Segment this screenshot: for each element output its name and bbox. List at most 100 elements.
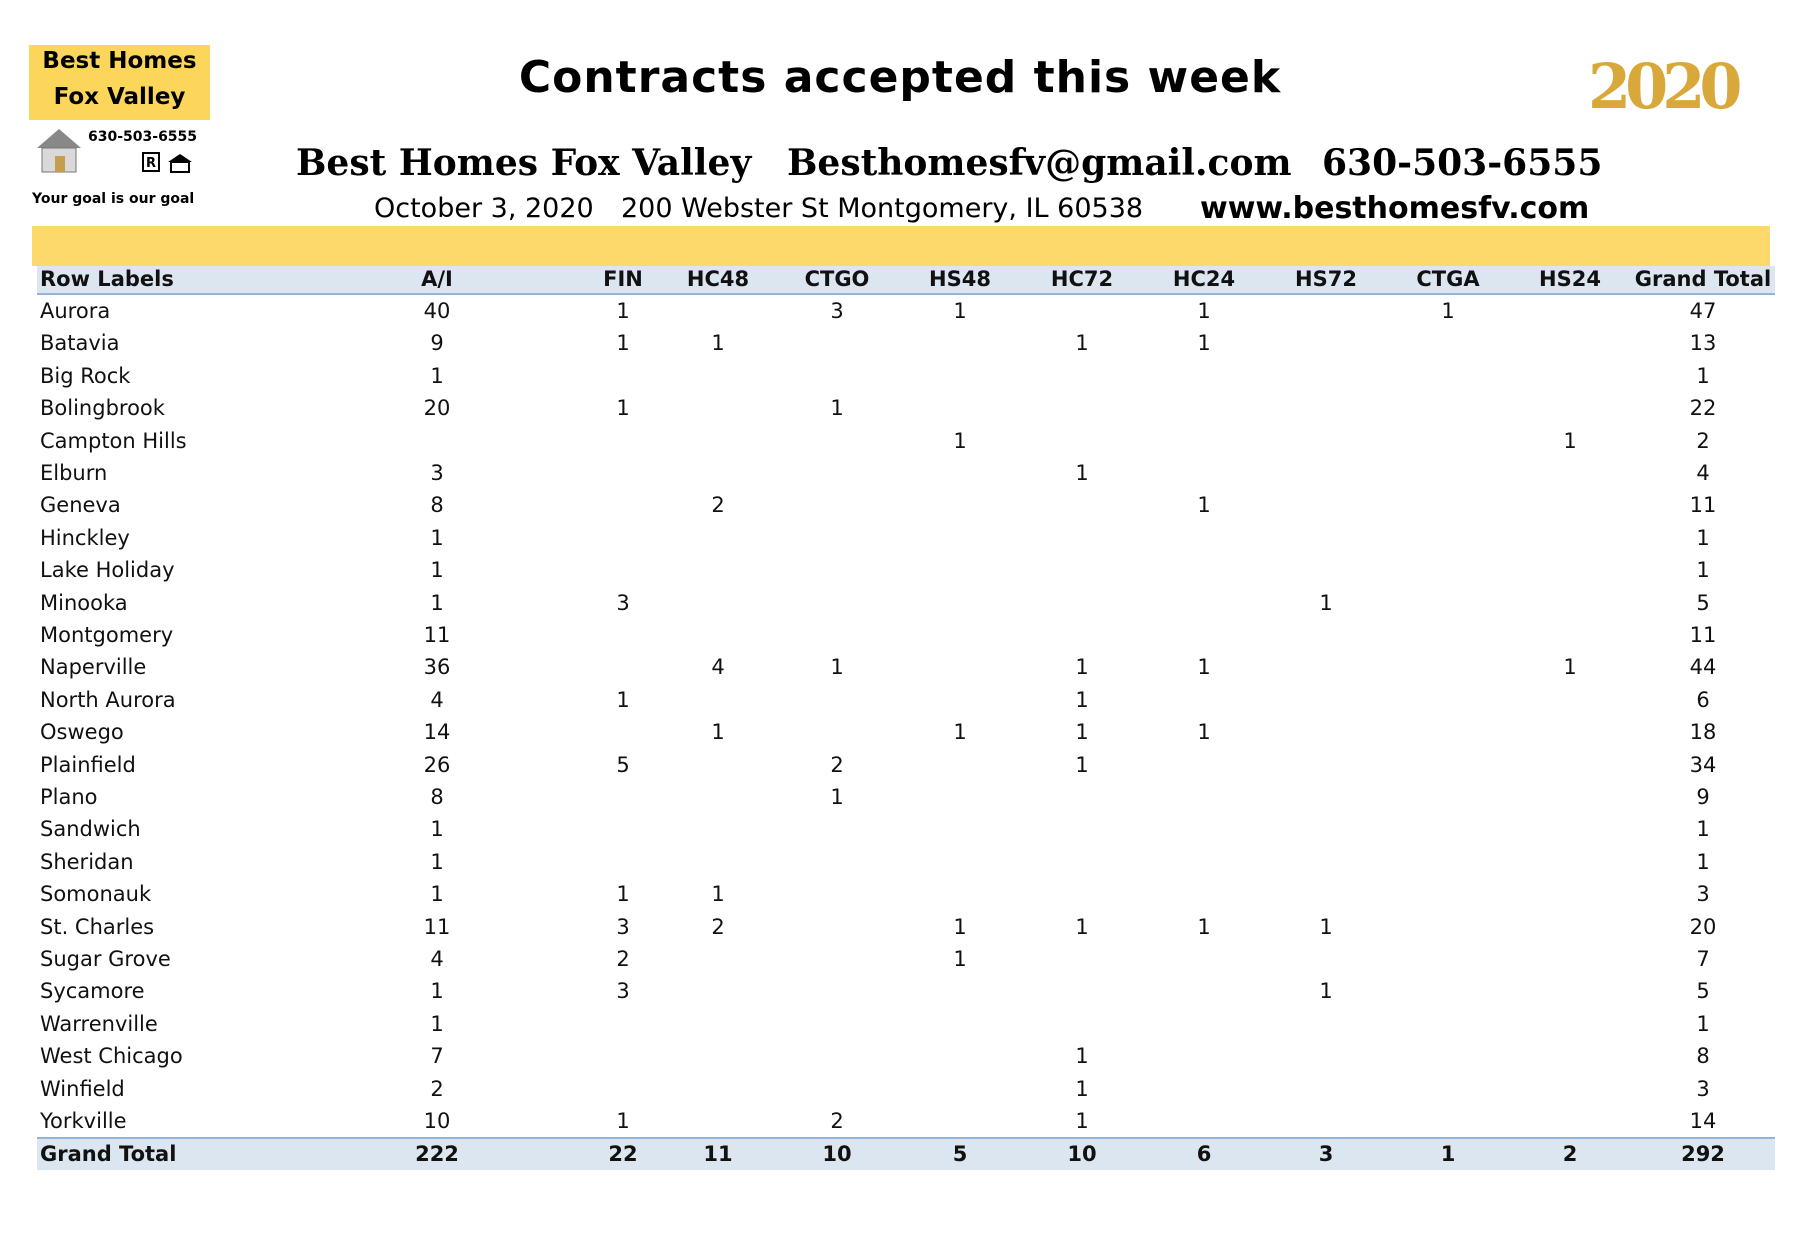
cell: 1: [1075, 331, 1089, 356]
row-label: Plano: [40, 785, 98, 809]
cell: 1: [1696, 1011, 1710, 1036]
cell: 1: [1075, 914, 1089, 939]
column-header: HS48: [929, 267, 991, 291]
cell: 1: [616, 687, 630, 712]
cell: 1: [430, 525, 444, 550]
total-cell: 6: [1196, 1142, 1212, 1166]
cell: 1: [1696, 817, 1710, 842]
row-label: Geneva: [40, 493, 121, 518]
cell: 1: [1197, 655, 1211, 680]
cell: 1: [1319, 590, 1333, 615]
cell: 1: [1441, 299, 1455, 323]
cell: 20: [423, 396, 451, 421]
cell: 1: [616, 299, 630, 323]
cell: 1: [1075, 687, 1089, 712]
row-label: Sugar Grove: [40, 947, 171, 971]
cell: 1: [711, 331, 725, 356]
cell: 1: [953, 428, 967, 453]
cell: 1: [430, 558, 444, 583]
row-label: Naperville: [40, 655, 147, 680]
cell: 36: [423, 655, 451, 680]
cell: 1: [1075, 461, 1089, 485]
cell: 4: [1696, 461, 1710, 485]
cell: 1: [1197, 299, 1211, 323]
logo: [29, 45, 210, 120]
cell: 1: [1075, 655, 1089, 680]
cell: 1: [430, 882, 444, 907]
cell: 1: [616, 1109, 630, 1133]
column-header: CTGA: [1416, 267, 1480, 291]
cell: 3: [616, 979, 630, 1004]
row-label: Sandwich: [40, 817, 141, 842]
cell: 7: [430, 1044, 444, 1069]
cell: 2: [830, 752, 844, 777]
cell: 1: [1075, 1109, 1089, 1133]
cell: 22: [1689, 396, 1717, 421]
cell: 1: [430, 363, 444, 388]
logo-line: Best Homes: [42, 48, 197, 74]
total-cell: 10: [1067, 1142, 1097, 1166]
total-cell: 2: [1562, 1142, 1578, 1166]
logo-phone: 630-503-6555: [88, 129, 198, 145]
column-header: HS24: [1539, 267, 1601, 291]
cell: 2: [711, 914, 725, 939]
cell: 1: [953, 299, 967, 323]
cell: 1: [1563, 655, 1577, 680]
cell: 11: [423, 914, 451, 939]
row-label: Campton Hills: [40, 428, 187, 453]
row-label: Minooka: [40, 590, 128, 615]
total-cell: 11: [703, 1142, 733, 1166]
cell: 1: [830, 655, 844, 680]
cell: 1: [430, 1011, 444, 1036]
cell: 1: [1696, 363, 1710, 388]
cell: 1: [830, 785, 844, 809]
date: October 3, 2020: [374, 193, 594, 224]
column-header: Row Labels: [40, 267, 174, 291]
row-label: Lake Holiday: [40, 558, 175, 583]
row-label: Plainfield: [40, 752, 136, 777]
row-label: Elburn: [40, 461, 108, 485]
cell: 1: [953, 947, 967, 971]
svg-text:R: R: [146, 156, 156, 171]
total-row: [37, 1137, 1775, 1170]
cell: 5: [1696, 590, 1710, 615]
total-cell: 292: [1681, 1142, 1725, 1166]
cell: 13: [1689, 331, 1717, 356]
cell: 20: [1689, 914, 1717, 939]
cell: 14: [423, 720, 451, 745]
cell: 5: [616, 752, 630, 777]
row-label: Winfield: [40, 1076, 125, 1101]
column-header: HC48: [686, 267, 750, 291]
column-header: A/I: [421, 267, 453, 291]
website: www.besthomesfv.com: [1200, 191, 1590, 226]
cell: 1: [1197, 493, 1211, 518]
row-label: Aurora: [40, 299, 111, 323]
phone: 630-503-6555: [1322, 142, 1603, 184]
house-icon: [37, 129, 81, 173]
row-label: North Aurora: [40, 687, 176, 712]
cell: 1: [430, 817, 444, 842]
row-label: Sheridan: [40, 849, 134, 874]
cell: 3: [830, 299, 844, 323]
cell: 9: [430, 331, 444, 356]
cell: 1: [953, 720, 967, 745]
cell: 3: [430, 461, 444, 485]
cell: 1: [711, 882, 725, 907]
row-label: Hinckley: [40, 525, 130, 550]
cell: 47: [1689, 299, 1717, 323]
cell: 1: [430, 979, 444, 1004]
cell: 1: [430, 590, 444, 615]
cell: 2: [430, 1076, 444, 1101]
total-cell: 3: [1318, 1142, 1334, 1166]
cell: 4: [430, 947, 444, 971]
logo-tagline: Your goal is our goal: [32, 191, 195, 207]
cell: 8: [430, 785, 444, 809]
row-label: Warrenville: [40, 1011, 158, 1036]
cell: 1: [1197, 914, 1211, 939]
cell: 1: [616, 882, 630, 907]
cell: 14: [1689, 1109, 1717, 1133]
realtor-icons: R: [142, 152, 192, 173]
column-header: FIN: [603, 267, 643, 291]
cell: 1: [616, 396, 630, 421]
